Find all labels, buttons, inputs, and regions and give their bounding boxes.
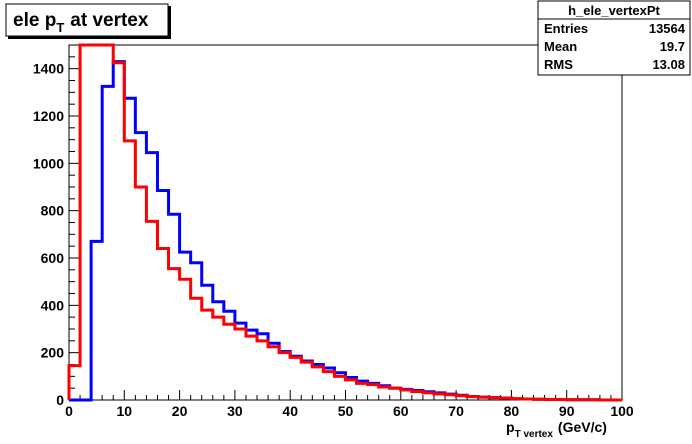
histogram-bin <box>180 279 191 400</box>
histogram-bin <box>323 372 334 400</box>
histogram-bin <box>157 249 168 400</box>
histogram-bin <box>290 357 301 400</box>
stats-name: h_ele_vertexPt <box>568 3 660 18</box>
stats-value-entries: 13564 <box>649 21 686 36</box>
x-tick-label: 90 <box>559 403 575 419</box>
histogram-bin <box>456 396 467 400</box>
histogram-bin <box>91 45 102 400</box>
y-tick-label: 800 <box>41 203 65 219</box>
x-tick-label: 80 <box>504 403 520 419</box>
histogram-bin <box>191 298 202 400</box>
histogram-bin <box>522 399 533 400</box>
histogram-bin <box>301 362 312 400</box>
histogram-bin <box>146 221 157 400</box>
histogram-bin <box>169 269 180 400</box>
stats-label-rms: RMS <box>544 57 573 72</box>
x-axis-label-sub: T vertex <box>515 429 554 440</box>
histogram-bin <box>445 395 456 400</box>
x-tick-label: 20 <box>172 403 188 419</box>
histogram-bin <box>268 347 279 400</box>
x-axis-label-tail: (GeV/c) <box>558 419 607 435</box>
x-tick-label: 70 <box>448 403 464 419</box>
x-tick-label: 10 <box>117 403 133 419</box>
x-tick-label: 0 <box>65 403 73 419</box>
histogram-bin <box>279 353 290 400</box>
histogram-bin <box>478 397 489 400</box>
y-tick-label: 1000 <box>33 155 64 171</box>
histogram-bin <box>246 336 257 400</box>
histogram-bin <box>102 45 113 400</box>
histogram-bin <box>511 399 522 400</box>
histogram-bin <box>401 390 412 400</box>
histogram-bin <box>235 329 246 400</box>
title-box: ele pT at vertex <box>5 3 171 39</box>
x-tick-label: 100 <box>610 403 634 419</box>
histogram-bin <box>467 397 478 400</box>
series-2 <box>67 43 622 402</box>
histogram-bin <box>500 398 511 400</box>
histogram-bin <box>124 141 135 400</box>
stats-value-rms: 13.08 <box>652 57 685 72</box>
y-tick-label: 200 <box>41 345 65 361</box>
y-tick-label: 1400 <box>33 61 64 77</box>
x-tick-label: 60 <box>393 403 409 419</box>
histogram-bin <box>213 317 224 400</box>
y-tick-label: 1200 <box>33 108 64 124</box>
title-sub: T <box>56 20 64 35</box>
stats-box: h_ele_vertexPt Entries 13564 Mean 19.7 R… <box>537 0 691 76</box>
x-tick-label: 50 <box>338 403 354 419</box>
x-axis-label: pT vertex (GeV/c) <box>506 419 607 440</box>
y-tick-labels: 0 200 400 600 800 1000 1200 1400 <box>33 61 64 408</box>
histogram-bin <box>412 391 423 400</box>
histogram-bin <box>257 341 268 400</box>
series-2-outline <box>67 43 622 402</box>
title-tail: at vertex <box>70 10 149 31</box>
x-tick-labels: 0 10 20 30 40 50 60 70 80 90 100 <box>65 403 634 419</box>
histogram-bin <box>434 394 445 400</box>
stats-label-mean: Mean <box>544 39 577 54</box>
histogram-bin <box>80 45 91 400</box>
histogram-bin <box>489 398 500 400</box>
stats-label-entries: Entries <box>544 21 588 36</box>
histogram-bin <box>357 383 368 400</box>
histogram-bin <box>312 367 323 400</box>
histogram-bin <box>346 380 357 400</box>
title-main: ele p <box>13 10 56 31</box>
histogram-bin <box>224 324 235 400</box>
x-tick-label: 40 <box>282 403 298 419</box>
histogram-bin <box>69 366 80 400</box>
histogram-bin <box>202 310 213 400</box>
y-tick-label: 400 <box>41 297 65 313</box>
x-tick-label: 30 <box>227 403 243 419</box>
y-tick-label: 600 <box>41 250 65 266</box>
histogram-bin <box>534 399 545 400</box>
y-tick-label: 0 <box>56 392 64 408</box>
histogram-bin <box>135 187 146 400</box>
histogram-bin <box>423 393 434 400</box>
stats-value-mean: 19.7 <box>660 39 685 54</box>
x-axis-label-main: p <box>506 419 515 435</box>
histogram-bin <box>368 385 379 400</box>
histogram-bin <box>379 387 390 400</box>
series-layer <box>67 43 622 402</box>
histogram-bin <box>334 376 345 400</box>
histogram-bin <box>113 63 124 400</box>
histogram-bin <box>390 388 401 400</box>
